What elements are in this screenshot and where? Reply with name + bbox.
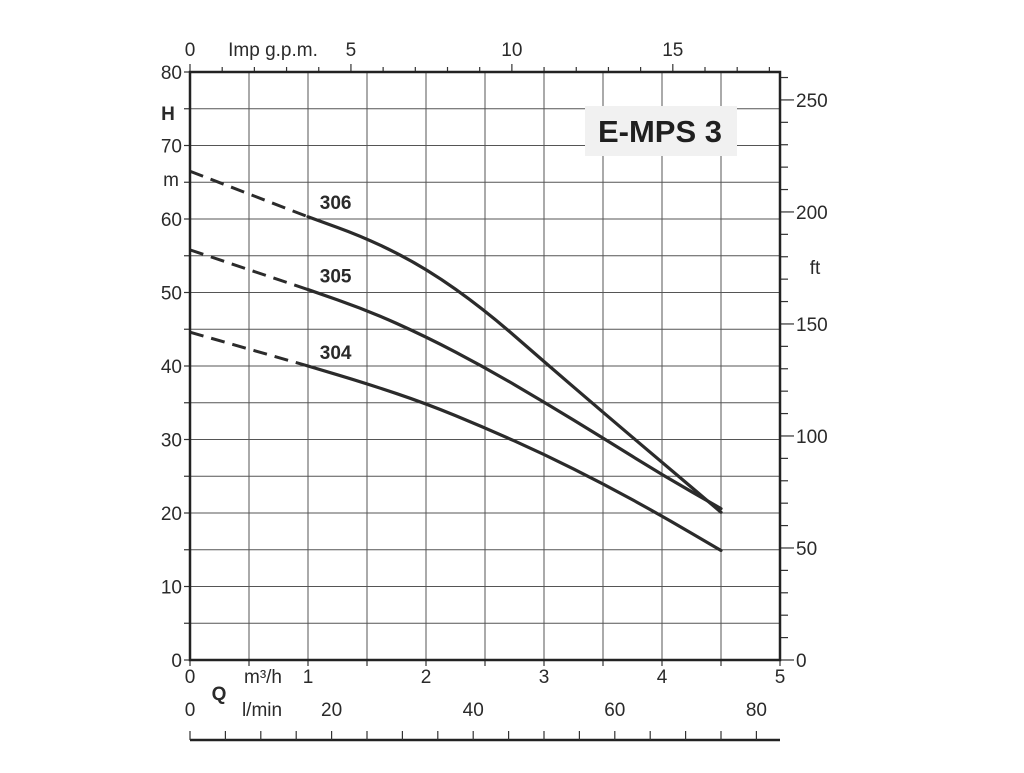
tick-marks	[184, 64, 794, 742]
right-tick-label: 100	[796, 427, 828, 448]
y-tick-label: 10	[161, 578, 182, 599]
series-label-304: 304	[320, 343, 352, 364]
x-tick-label-m3h: 0	[185, 667, 196, 688]
x-tick-label-lmin: 80	[746, 700, 767, 721]
title-badge-group: E-MPS 3	[585, 106, 737, 156]
x-tick-label-lmin: 40	[463, 700, 484, 721]
right-tick-label: 250	[796, 91, 828, 112]
x-tick-label-lmin: 20	[321, 700, 342, 721]
top-tick-label-imp-gpm: 10	[501, 40, 522, 61]
x-tick-label-m3h: 1	[303, 667, 314, 688]
series-305-curve	[306, 287, 723, 511]
y-tick-label: 30	[161, 431, 182, 452]
top-tick-label-imp-gpm: 0	[185, 40, 196, 61]
y-tick-label: 60	[161, 210, 182, 231]
series-label-305: 305	[320, 266, 352, 287]
series-lines	[189, 169, 723, 553]
right-axis-unit: ft	[810, 258, 821, 279]
y-axis-unit: m	[163, 170, 179, 191]
top-tick-label-imp-gpm: 15	[662, 40, 683, 61]
x-tick-label-m3h: 2	[421, 667, 432, 688]
y-tick-label: 50	[161, 284, 182, 305]
top-tick-label-imp-gpm: 5	[346, 40, 357, 61]
x-axis-q-symbol: Q	[212, 684, 227, 705]
x-tick-label-m3h: 3	[539, 667, 550, 688]
x-axis-lmin-label: l/min	[242, 700, 282, 721]
y-tick-label: 0	[171, 651, 182, 672]
plot-frame	[188, 70, 782, 662]
series-label-306: 306	[320, 193, 352, 214]
x-tick-label-lmin: 0	[185, 700, 196, 721]
y-tick-label: 80	[161, 63, 182, 84]
y-tick-label: 70	[161, 137, 182, 158]
y-tick-label: 20	[161, 504, 182, 525]
top-axis-imp-gpm-label: Imp g.p.m.	[228, 40, 318, 61]
y-axis-symbol: H	[161, 104, 175, 125]
y-tick-label: 40	[161, 357, 182, 378]
right-tick-label: 50	[796, 539, 817, 560]
x-tick-label-m3h: 5	[775, 667, 786, 688]
series-304-curve	[306, 364, 723, 553]
x-axis-m3h-label: m³/h	[244, 667, 282, 688]
series-306-curve	[306, 215, 723, 514]
right-tick-label: 0	[796, 651, 807, 672]
x-tick-label-m3h: 4	[657, 667, 668, 688]
chart-title: E-MPS 3	[598, 114, 722, 149]
grid	[190, 72, 780, 660]
right-tick-label: 200	[796, 203, 828, 224]
x-tick-label-lmin: 60	[604, 700, 625, 721]
title-badge-background	[585, 106, 737, 156]
right-tick-label: 150	[796, 315, 828, 336]
